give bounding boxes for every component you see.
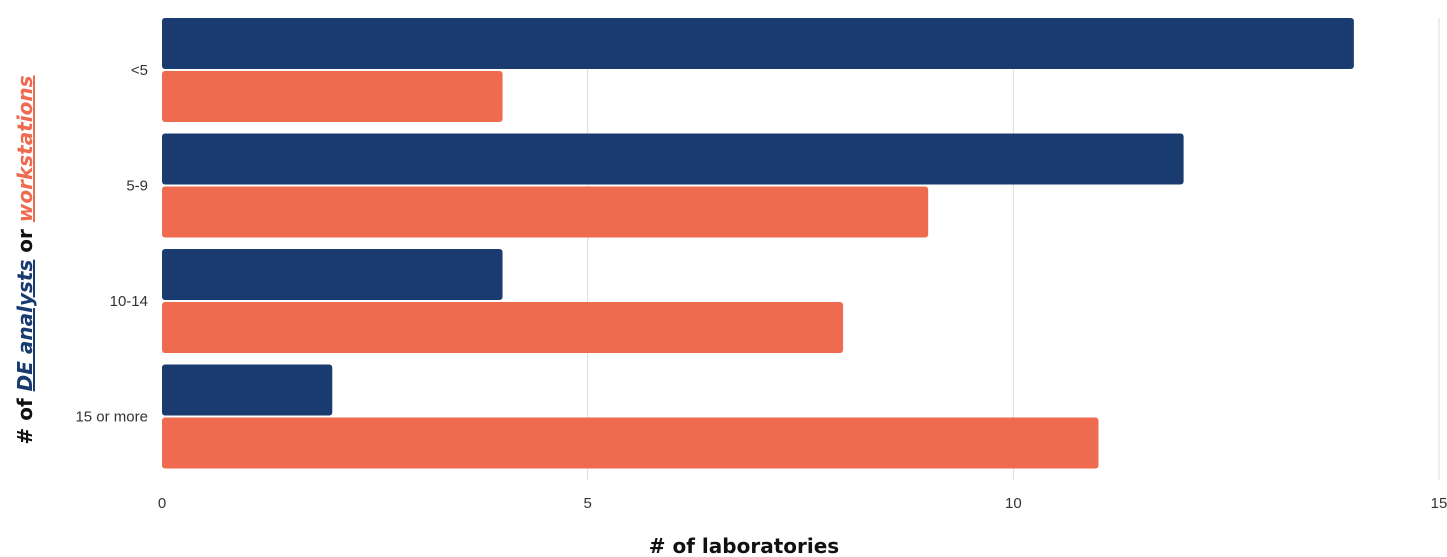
- y-tick-label: 5-9: [126, 178, 148, 195]
- bar-de-analysts: [162, 364, 333, 416]
- gridlines: [587, 18, 1440, 480]
- bar-workstations: [162, 417, 1099, 469]
- x-tick-label: 15: [1431, 495, 1447, 512]
- bar-de-analysts: [162, 249, 503, 300]
- y-axis-title-workstations: workstations: [13, 75, 37, 222]
- y-axis-title: # of DE analysts or workstations: [13, 75, 37, 444]
- y-axis-title-joiner: or: [13, 222, 37, 260]
- y-axis-title-prefix: # of: [13, 391, 37, 444]
- bar-de-analysts: [162, 18, 1354, 69]
- y-tick-label: 10-14: [110, 293, 148, 310]
- y-tick-label: <5: [131, 62, 148, 79]
- bar-workstations: [162, 186, 929, 238]
- y-axis-title-analysts: DE analysts: [13, 260, 37, 392]
- x-tick-label: 10: [1005, 495, 1022, 512]
- bars: [162, 18, 1354, 469]
- x-tick-label: 5: [583, 495, 591, 512]
- y-tick-label: 15 or more: [75, 409, 148, 426]
- bar-workstations: [162, 71, 503, 122]
- x-tick-labels: 0 5 10 15: [158, 495, 1447, 512]
- x-tick-label: 0: [158, 495, 166, 512]
- bar-workstations: [162, 302, 844, 353]
- y-tick-labels: <5 5-9 10-14 15 or more: [75, 62, 148, 426]
- bar-de-analysts: [162, 133, 1184, 185]
- x-axis-title: # of laboratories: [649, 534, 839, 557]
